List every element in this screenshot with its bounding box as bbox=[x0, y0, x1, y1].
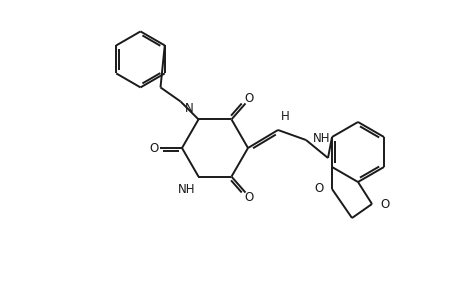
Text: O: O bbox=[244, 92, 253, 105]
Text: NH: NH bbox=[312, 131, 330, 145]
Text: O: O bbox=[244, 191, 253, 204]
Text: O: O bbox=[379, 197, 388, 211]
Text: N: N bbox=[185, 102, 193, 116]
Text: O: O bbox=[149, 142, 158, 154]
Text: O: O bbox=[314, 182, 323, 196]
Text: H: H bbox=[280, 110, 289, 123]
Text: NH: NH bbox=[178, 183, 195, 196]
